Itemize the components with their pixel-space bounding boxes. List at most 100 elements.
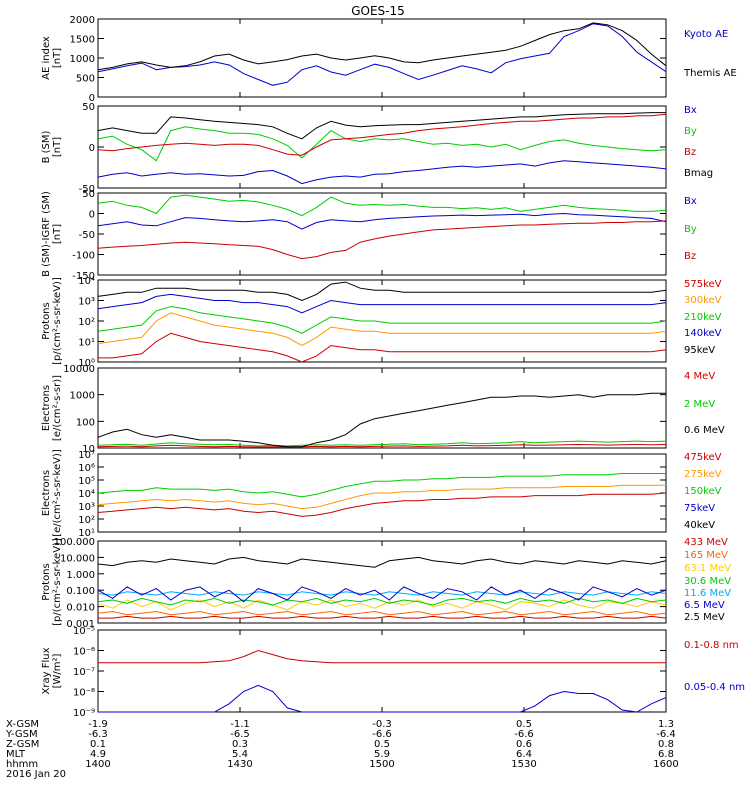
footer-value: 0.8	[658, 739, 674, 750]
y-tick-label: 10³	[78, 297, 95, 308]
series-line-kyoto-ae	[97, 23, 667, 86]
footer-value: 5.9	[374, 749, 390, 760]
footer-value: 1600	[653, 759, 678, 770]
panel-2: -50 0 50 B (SM)[nT] Bx By Bz Bmag	[41, 102, 713, 195]
y-tick-label: 10⁴	[78, 489, 95, 500]
legend-entry: 30.6 MeV	[684, 576, 731, 587]
y-tick-label: 10⁴	[78, 276, 95, 287]
panel-1: 0 500 1000 1500 2000 AE index[nT] Kyoto AE Them…	[41, 15, 737, 104]
series-line-165-mev	[97, 610, 667, 616]
legend-entry: 575keV	[684, 279, 722, 290]
y-axis-label-line: [nT]	[52, 137, 63, 157]
footer-value: 1500	[369, 759, 394, 770]
series-line-bz	[97, 113, 667, 156]
y-axis-label-line: B (SM)-IGRF (SM)	[41, 191, 52, 277]
panel-frame	[97, 18, 667, 98]
series-line-475kev	[97, 492, 667, 517]
series-line-275kev	[97, 484, 666, 510]
footer-value: 4.9	[90, 749, 106, 760]
footer-value: 6.8	[658, 749, 674, 760]
series-line-2-mev	[97, 440, 667, 447]
panel-frame	[97, 629, 667, 713]
footer-row-label: Z-GSM	[6, 739, 39, 750]
footer-value: 1430	[227, 759, 252, 770]
legend-entry: 433 MeV	[684, 537, 728, 548]
panel-4: 10⁰ 10¹ 10² 10³ 10⁴ Protons[p/(cm²-s-sr-keV)]…	[41, 276, 722, 369]
legend-entry: Bz	[684, 251, 696, 262]
series-line-433-mev	[98, 615, 667, 619]
series-line-0-05-0-4-nm	[98, 684, 667, 713]
y-tick-label: 10¹	[78, 528, 95, 539]
legend-entry: 4 MeV	[684, 371, 715, 382]
series-line-4-mev	[97, 443, 667, 448]
footer-value: 0.3	[232, 739, 248, 750]
y-tick-label: -50	[79, 230, 95, 241]
y-tick-label: 10000	[63, 364, 95, 375]
y-axis-label-line: [p/(cm²-s-sr-keV)]	[52, 538, 63, 626]
panel-frame	[97, 367, 667, 449]
legend-entry: 95keV	[684, 345, 715, 356]
y-axis-label: Protons[p/(cm²-s-sr-keV)]	[41, 538, 63, 626]
y-tick-label: 100	[76, 417, 95, 428]
y-axis-label-line: Protons	[41, 563, 52, 600]
legend-entry: 63.1 MeV	[684, 563, 731, 574]
y-tick-label: 10⁷	[78, 450, 95, 461]
y-axis-label-line: [e/(cm²-s-sr-keV)]	[52, 449, 63, 537]
y-tick-label: 100.000	[54, 537, 95, 548]
y-tick-label: -150	[72, 271, 95, 282]
footer-value: 6.4	[516, 749, 532, 760]
panel-8: 10⁻⁹ 10⁻⁸ 10⁻⁷ 10⁻⁶ 10⁻⁵ Xray Flux[W/m²] 0.1-0…	[41, 626, 745, 719]
y-axis-label: Protons[p/(cm²-s-sr-keV)]	[41, 277, 63, 365]
series-line-150kev	[97, 473, 666, 498]
footer-value: -6.6	[514, 729, 534, 740]
y-axis-label-line: Xray Flux	[41, 647, 52, 694]
y-tick-label: 0.010	[66, 603, 95, 614]
y-axis-label-line: B (SM)	[41, 130, 52, 163]
y-tick-label: 50	[82, 102, 95, 113]
y-axis-label-line: [W/m²]	[52, 653, 63, 688]
y-axis-label: B (SM)-IGRF (SM)[nT]	[41, 191, 63, 277]
y-tick-label: 10²	[78, 515, 95, 526]
y-tick-label: 0.001	[66, 619, 95, 630]
y-axis-label-line: [e/(cm²-s-sr)]	[52, 375, 63, 441]
y-axis-label-line: [p/(cm²-s-sr-keV)]	[52, 277, 63, 365]
y-tick-label: -50	[79, 184, 95, 195]
series-line-bx	[97, 212, 667, 230]
y-axis-label-line: Electrons	[41, 470, 52, 516]
y-axis-label: B (SM)[nT]	[41, 130, 63, 163]
y-axis-label: Electrons[e/(cm²-s-sr)]	[41, 375, 63, 441]
series-line-30-6-mev	[97, 597, 667, 606]
y-tick-label: 10⁻⁸	[73, 688, 95, 699]
legend-entry: 40keV	[684, 520, 715, 531]
y-tick-label: 10⁵	[78, 476, 95, 487]
legend-entry: 275keV	[684, 469, 722, 480]
series-line-300kev	[97, 312, 667, 347]
legend-entry: 0.1-0.8 nm	[684, 640, 739, 651]
series-line-210kev	[97, 306, 667, 334]
footer-value: 5.4	[232, 749, 248, 760]
legend-entry: 0.6 MeV	[684, 425, 725, 436]
series-line-63-1-mev	[97, 599, 667, 611]
footer-date: 2016 Jan 20	[6, 769, 66, 780]
y-axis-label-line: AE index	[41, 36, 52, 80]
series-line-0-1-0-8-nm	[98, 649, 666, 664]
series-line-bz	[97, 220, 667, 260]
series-line-11-6-mev	[97, 591, 667, 596]
legend-entry: Bx	[684, 105, 697, 116]
series-line-by	[97, 194, 667, 217]
y-tick-label: 10¹	[78, 338, 95, 349]
series-line-6-5-mev	[97, 586, 667, 603]
series-line-140kev	[97, 293, 667, 314]
y-tick-label: 10⁻⁷	[73, 667, 95, 678]
y-tick-label: 50	[82, 189, 95, 200]
footer-value: 0.5	[516, 719, 532, 730]
y-tick-label: 1000	[70, 391, 95, 402]
y-tick-label: 2000	[70, 15, 95, 26]
y-tick-label: 1.000	[66, 570, 95, 581]
footer-value: -1.9	[88, 719, 108, 730]
footer-value: -0.3	[372, 719, 392, 730]
footer-value: -6.3	[88, 729, 108, 740]
series-line-by	[97, 126, 667, 162]
y-tick-label: 0	[89, 210, 95, 221]
